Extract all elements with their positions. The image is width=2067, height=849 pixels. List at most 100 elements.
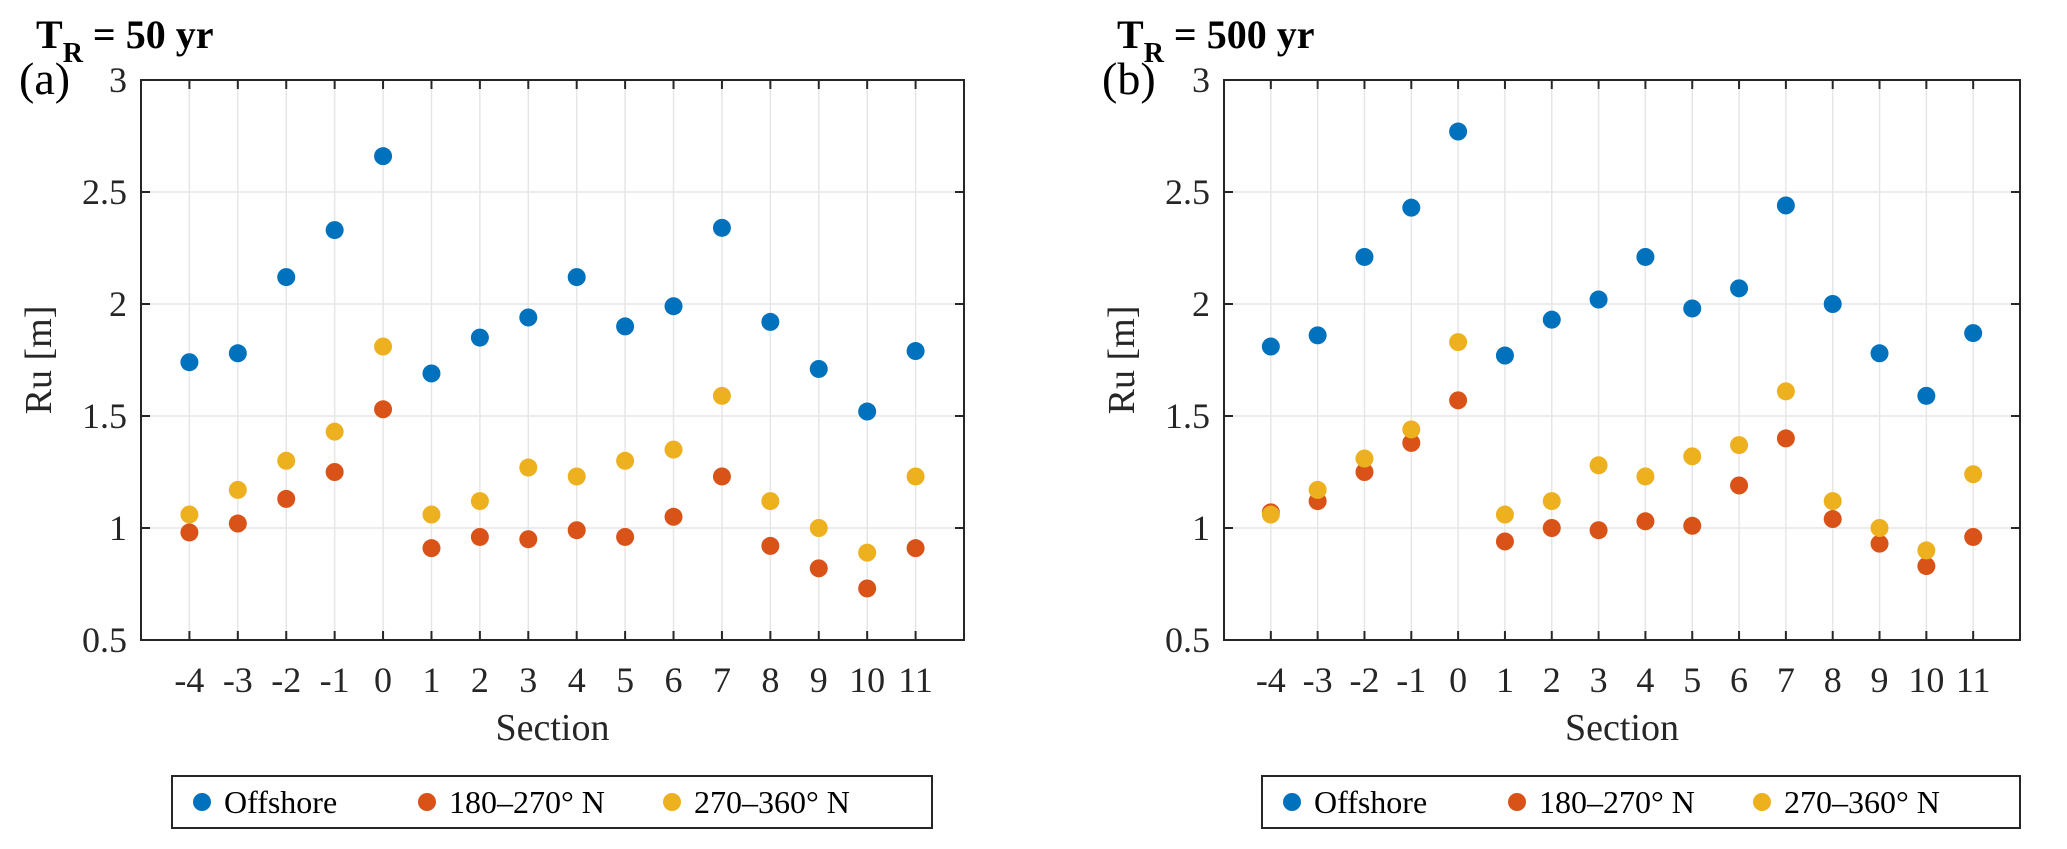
y-tick-label: 2.5 [1165, 172, 1210, 212]
axes-box [140, 79, 965, 641]
legend-label: 180–270° N [1539, 784, 1695, 820]
data-point-offshore [1308, 326, 1327, 345]
x-tick-label: 5 [616, 660, 634, 700]
data-point-270-360-n [1636, 467, 1655, 486]
y-tick-label: 1 [1192, 508, 1210, 548]
data-point-270-360-n [1355, 449, 1374, 468]
data-point-offshore [422, 364, 441, 383]
data-point-180-270-n [470, 527, 489, 546]
x-tick-label: 9 [1871, 660, 1889, 700]
legend-label: 270–360° N [1784, 784, 1940, 820]
data-point-180-270-n [616, 527, 635, 546]
data-point-offshore [470, 328, 489, 347]
data-point-270-360-n [906, 467, 925, 486]
x-tick-label: -2 [271, 660, 301, 700]
data-point-offshore [616, 317, 635, 336]
data-point-180-270-n [1589, 521, 1608, 540]
data-point-180-270-n [1495, 532, 1514, 551]
data-point-180-270-n [325, 463, 344, 481]
data-point-180-270-n [664, 507, 683, 526]
title-main: T [1117, 12, 1144, 57]
x-tick-label: 0 [1449, 660, 1467, 700]
data-point-270-360-n [616, 451, 635, 470]
x-tick-label: -1 [1396, 660, 1426, 700]
panel-a: -4 -3 -2 -1 0 1 2 3 4 5 6 7 8 9 10 110.511.522.53Sectio… [18, 12, 965, 829]
legend-box [1261, 775, 2021, 829]
x-tick-label: 2 [1543, 660, 1561, 700]
data-point-offshore [1261, 337, 1280, 356]
y-tick-label: 3 [109, 60, 127, 100]
x-tick-label: 5 [1683, 660, 1701, 700]
data-point-180-270-n [422, 539, 441, 558]
data-point-offshore [1683, 299, 1702, 318]
x-tick-label: 10 [849, 660, 885, 700]
data-point-270-360-n [761, 492, 780, 511]
data-point-offshore [1449, 122, 1468, 141]
legend-box [171, 775, 933, 829]
x-tick-label: -2 [1349, 660, 1379, 700]
data-point-270-360-n [422, 505, 441, 524]
data-point-270-360-n [1495, 505, 1514, 524]
data-point-offshore [1730, 279, 1749, 298]
data-point-180-270-n [1823, 510, 1842, 529]
data-point-270-360-n [374, 337, 393, 356]
x-tick-label: -3 [223, 660, 253, 700]
data-point-180-270-n [1776, 429, 1795, 448]
data-point-180-270-n [712, 467, 731, 486]
data-point-270-360-n [1542, 492, 1561, 511]
data-point-180-270-n [1542, 519, 1561, 537]
x-axis-title: Section [1565, 707, 1679, 749]
data-point-270-360-n [1917, 541, 1936, 560]
data-point-180-270-n [374, 400, 393, 419]
x-tick-label: 7 [1777, 660, 1795, 700]
x-tick-label: 4 [1636, 660, 1654, 700]
data-point-270-360-n [1823, 492, 1842, 511]
x-tick-label: 4 [568, 660, 586, 700]
data-point-180-270-n [1870, 534, 1889, 553]
data-point-180-270-n [858, 579, 877, 598]
data-point-270-360-n [325, 422, 344, 441]
x-tick-label: 0 [374, 660, 392, 700]
data-point-offshore [1776, 196, 1795, 215]
y-tick-label: 2.5 [82, 172, 127, 212]
data-point-180-270-n [1402, 433, 1421, 452]
data-point-180-270-n [1636, 512, 1655, 531]
x-tick-label: 6 [1730, 660, 1748, 700]
data-point-270-360-n [1870, 519, 1889, 537]
legend-marker [418, 793, 436, 811]
x-tick-label: 6 [665, 660, 683, 700]
legend-marker [193, 793, 211, 811]
data-point-180-270-n [519, 530, 538, 549]
data-point-270-360-n [1589, 456, 1608, 475]
y-tick-label: 3 [1192, 60, 1210, 100]
data-point-180-270-n [761, 536, 780, 555]
data-point-180-270-n [180, 523, 199, 542]
x-tick-label: 7 [713, 660, 731, 700]
data-point-270-360-n [809, 519, 828, 537]
data-point-offshore [228, 344, 247, 363]
data-point-offshore [519, 308, 538, 327]
x-tick-label: 10 [1908, 660, 1944, 700]
data-point-270-360-n [1776, 382, 1795, 401]
x-tick-label: -4 [174, 660, 204, 700]
title-main: T [36, 12, 63, 57]
y-tick-label: 0.5 [1165, 620, 1210, 660]
data-point-offshore [906, 342, 925, 361]
data-point-180-270-n [809, 559, 828, 578]
data-point-270-360-n [470, 492, 489, 511]
x-axis-title: Section [496, 707, 610, 749]
panel-b: -4 -3 -2 -1 0 1 2 3 4 5 6 7 8 9 10 110.511.522.53Sectio… [1101, 12, 2021, 829]
x-tick-label: 3 [519, 660, 537, 700]
data-point-offshore [1917, 386, 1936, 405]
data-point-180-270-n [1730, 476, 1749, 495]
x-tick-label: 8 [1824, 660, 1842, 700]
data-point-270-360-n [1730, 436, 1749, 455]
data-point-180-270-n [1355, 463, 1374, 481]
legend-label: 180–270° N [449, 784, 605, 820]
data-point-270-360-n [858, 543, 877, 562]
y-axis-title: Ru [m] [1101, 306, 1143, 415]
x-tick-label: 1 [1496, 660, 1514, 700]
y-axis-title: Ru [m] [18, 306, 60, 415]
data-point-offshore [1823, 295, 1842, 313]
